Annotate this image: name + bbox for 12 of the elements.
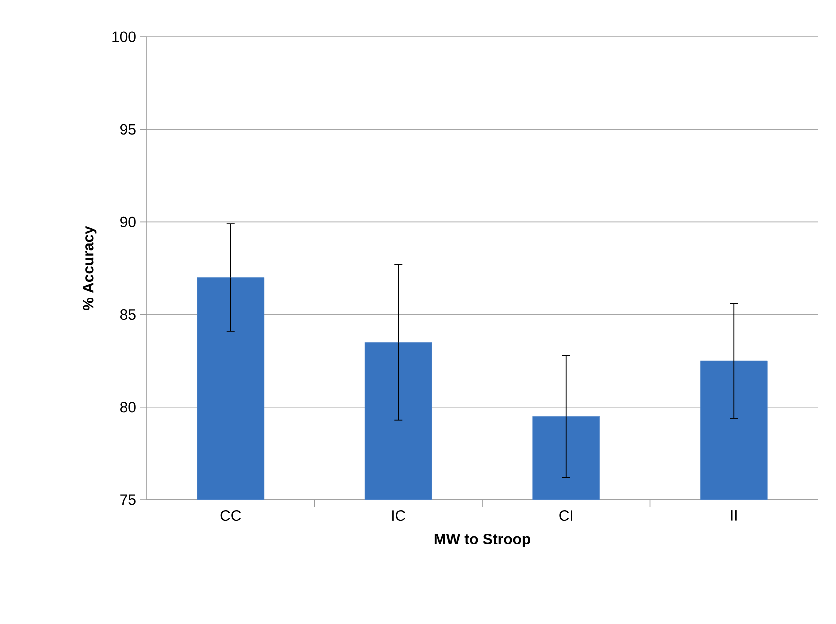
x-axis-title: MW to Stroop <box>434 534 530 548</box>
y-tick-label: 85 <box>120 310 136 320</box>
y-axis-title: % Accuracy <box>83 226 97 310</box>
x-tick-label: CC <box>220 510 242 522</box>
y-tick-label: 80 <box>120 402 136 413</box>
x-tick-label: II <box>731 510 737 521</box>
y-tick-label: 95 <box>120 124 136 135</box>
x-tick-label: CI <box>560 510 572 522</box>
y-tick-label: 100 <box>112 32 136 42</box>
y-tick-label: 90 <box>120 216 136 228</box>
y-tick-label: 75 <box>120 494 136 506</box>
x-tick-label: IC <box>392 510 406 522</box>
